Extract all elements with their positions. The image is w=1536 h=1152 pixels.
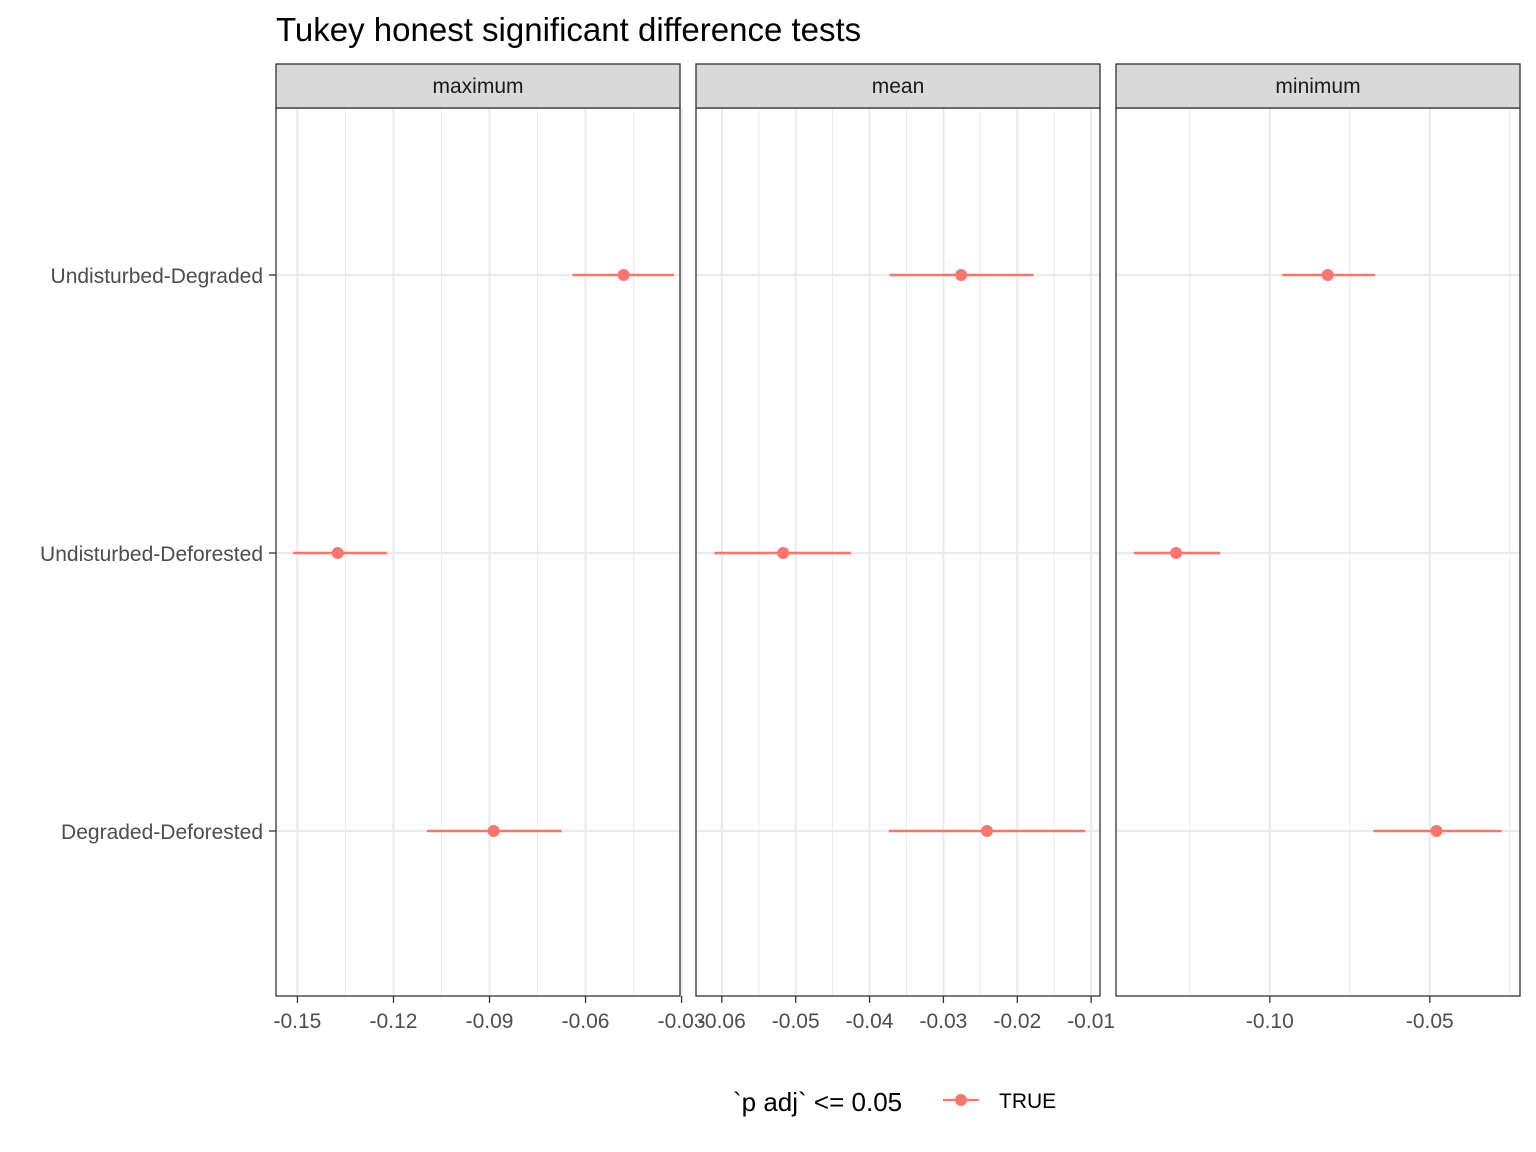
- legend-key-point: [955, 1094, 967, 1106]
- strip-label-minimum: minimum: [1275, 75, 1360, 98]
- x-tick-label: -0.04: [846, 1010, 894, 1033]
- facet-panels: maximum-0.15 -0.12 -0.09 -0.06 -0.03mean-0.0…: [274, 63, 1521, 1033]
- point-maximum-1: [331, 547, 344, 559]
- x-tick-label: -0.01: [1067, 1010, 1115, 1033]
- x-tick-label: -0.03: [658, 1010, 706, 1033]
- legend-entry-true: TRUE: [999, 1090, 1056, 1113]
- x-tick-label: -0.03: [919, 1010, 967, 1033]
- panel-mean: mean -0.06 -0.05 -0.04 -0.03 -0.02 -0.01: [695, 63, 1115, 1033]
- point-mean-0: [955, 269, 968, 281]
- x-tick-label: -0.02: [993, 1010, 1041, 1033]
- point-mean-2: [980, 825, 993, 837]
- strip-mean: [695, 63, 1101, 109]
- point-mean-1: [777, 547, 790, 559]
- panel-minimum: minimum -0.10 -0.05: [1115, 63, 1521, 1033]
- strip-minimum: [1115, 63, 1521, 109]
- x-tick-label: -0.12: [370, 1010, 418, 1033]
- point-minimum-0: [1321, 269, 1334, 281]
- x-tick-label: -0.05: [772, 1010, 820, 1033]
- x-tick-label: -0.09: [466, 1010, 514, 1033]
- panel-maximum: maximum -0.15 -0.12 -0.09 -0.06 -0.03: [274, 63, 706, 1033]
- strip-maximum: [275, 63, 681, 109]
- point-maximum-2: [487, 825, 500, 837]
- x-tick-label: -0.06: [562, 1010, 610, 1033]
- legend: `p adj` <= 0.05 TRUE: [733, 1087, 1056, 1117]
- strip-label-mean: mean: [872, 75, 925, 98]
- x-tick-label: -0.10: [1246, 1010, 1294, 1033]
- y-tick-label: Undisturbed-Deforested: [40, 543, 263, 566]
- x-tick-label: -0.05: [1406, 1010, 1454, 1033]
- legend-title: `p adj` <= 0.05: [733, 1087, 902, 1117]
- chart-title: Tukey honest significant difference test…: [276, 11, 861, 48]
- y-axis: Undisturbed-Degraded Undisturbed-Deforest…: [40, 265, 276, 844]
- y-tick-label: Degraded-Deforested: [61, 821, 263, 844]
- y-tick-label: Undisturbed-Degraded: [51, 265, 263, 288]
- point-maximum-0: [617, 269, 630, 281]
- point-minimum-1: [1170, 547, 1183, 559]
- point-minimum-2: [1430, 825, 1443, 837]
- x-tick-label: -0.06: [698, 1010, 746, 1033]
- strip-label-maximum: maximum: [432, 75, 523, 98]
- x-tick-label: -0.15: [274, 1010, 322, 1033]
